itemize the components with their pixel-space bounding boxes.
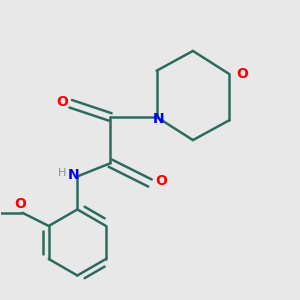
- Text: O: O: [156, 174, 167, 188]
- Text: O: O: [236, 67, 248, 81]
- Text: N: N: [152, 112, 164, 126]
- Text: O: O: [15, 197, 27, 212]
- Text: H: H: [58, 168, 67, 178]
- Text: O: O: [56, 95, 68, 109]
- Text: N: N: [68, 168, 80, 182]
